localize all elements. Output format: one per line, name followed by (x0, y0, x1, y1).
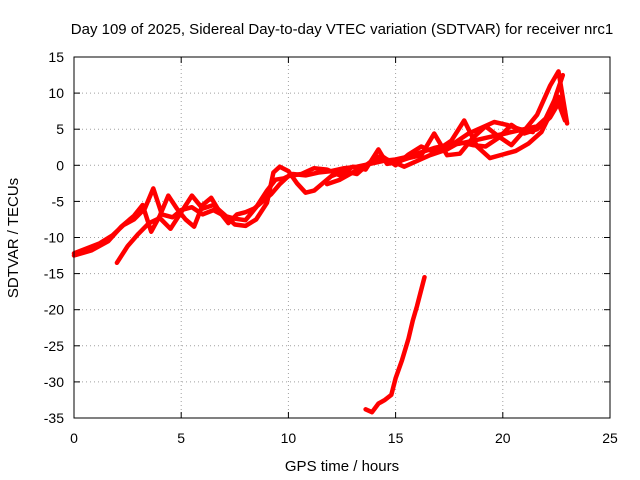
y-tick-label: -35 (44, 410, 64, 426)
x-tick-label: 20 (495, 430, 511, 446)
y-tick-label: 15 (48, 49, 64, 65)
series-line-track-e (324, 119, 536, 187)
grid (74, 57, 610, 418)
y-axis-label: SDTVAR / TECUs (5, 178, 22, 298)
series-line-track-f (363, 274, 427, 415)
y-tick-label: -20 (44, 302, 64, 318)
x-tick-label: 5 (177, 430, 185, 446)
y-tick-label: -25 (44, 338, 64, 354)
series-line-track-b (114, 100, 568, 266)
tick-labels: 0 5 10 15 20 25 -35 -30 -25 -20 -15 -10 -5 0 5 10 15 (44, 49, 618, 446)
series-line-track-c (71, 69, 570, 258)
series-layer (71, 69, 570, 415)
y-tick-label: -30 (44, 374, 64, 390)
y-tick-label: -15 (44, 266, 64, 282)
x-tick-label: 15 (388, 430, 404, 446)
x-axis-label: GPS time / hours (285, 458, 399, 475)
y-tick-label: 10 (48, 85, 64, 101)
x-tick-label: 25 (602, 430, 618, 446)
y-tick-label: -5 (52, 193, 65, 209)
y-tick-label: 0 (56, 157, 64, 173)
series-line-track-d (436, 94, 568, 161)
x-tick-label: 0 (70, 430, 78, 446)
y-tick-label: -10 (44, 230, 64, 246)
chart-title: Day 109 of 2025, Sidereal Day-to-day VTE… (71, 21, 613, 38)
y-tick-label: 5 (56, 121, 64, 137)
x-tick-label: 10 (281, 430, 297, 446)
